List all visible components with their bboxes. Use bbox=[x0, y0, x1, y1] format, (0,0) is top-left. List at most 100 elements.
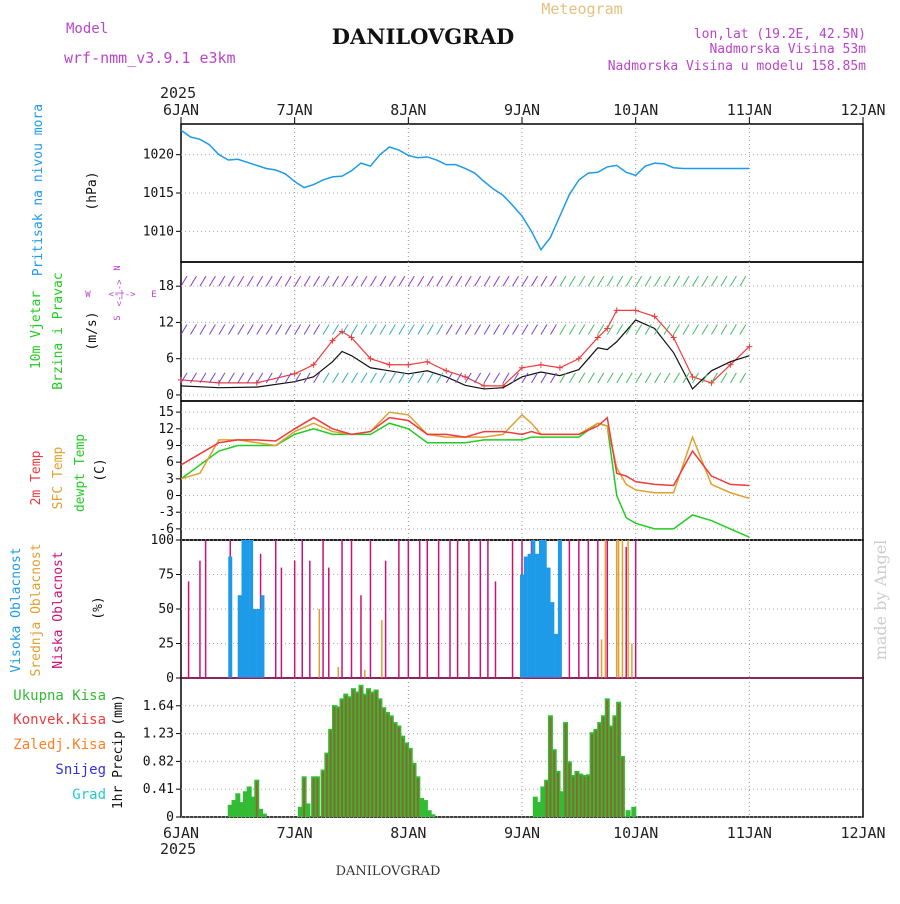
wind-barb bbox=[711, 372, 718, 384]
cloud-ylabel2: Srednja Oblacnost bbox=[29, 543, 44, 676]
wind-barb bbox=[190, 275, 197, 287]
wind-barb bbox=[426, 324, 434, 335]
date-tick-bottom: 9JAN bbox=[504, 824, 540, 842]
year-top: 2025 bbox=[160, 84, 196, 102]
wind-barb bbox=[218, 275, 226, 287]
wind-barb bbox=[654, 275, 662, 287]
wind-barb bbox=[208, 275, 216, 287]
wind-barb bbox=[370, 275, 377, 287]
wind-barb bbox=[701, 372, 709, 384]
dewpt-line bbox=[180, 422, 750, 538]
date-tick-top: 6JAN bbox=[163, 101, 199, 119]
high-cloud-bar bbox=[245, 540, 250, 678]
wind-barb bbox=[644, 275, 652, 287]
wind-barb bbox=[625, 275, 633, 287]
precip-bar bbox=[242, 791, 248, 817]
wind-barb bbox=[597, 372, 605, 384]
wind-barb bbox=[739, 372, 747, 384]
wind-gust-marker bbox=[746, 343, 753, 350]
precip-conv-bar bbox=[378, 700, 381, 817]
wind-barb bbox=[227, 275, 235, 287]
precip-bar bbox=[305, 803, 311, 817]
wind-barb bbox=[616, 324, 624, 335]
precip-conv-bar bbox=[549, 717, 552, 817]
wind-barb bbox=[502, 275, 510, 287]
wind-barb bbox=[578, 372, 586, 384]
high-cloud-bar bbox=[249, 540, 254, 678]
high-cloud-bar bbox=[256, 609, 261, 678]
wind-barb bbox=[635, 275, 643, 287]
wind-barb bbox=[692, 372, 699, 384]
precip-conv-bar bbox=[337, 708, 340, 817]
wind-gust-marker bbox=[613, 307, 620, 314]
precip-conv-bar bbox=[333, 707, 336, 817]
precip-conv-bar bbox=[572, 776, 575, 817]
wind-barb bbox=[549, 372, 557, 384]
y-tick-label: 50 bbox=[158, 602, 174, 617]
temp-ylabel2: SFC Temp bbox=[51, 447, 66, 510]
precip-bar bbox=[536, 802, 542, 817]
wind-barb bbox=[351, 372, 358, 384]
precip-bar bbox=[246, 786, 252, 817]
wind-barb bbox=[322, 372, 330, 384]
wind-barb bbox=[398, 372, 406, 384]
wind-barb bbox=[417, 324, 425, 335]
wind-barb bbox=[445, 275, 453, 287]
temp-units: (C) bbox=[93, 458, 108, 481]
wind-barb bbox=[445, 324, 453, 335]
y-tick-label: 0 bbox=[166, 671, 174, 686]
cloud-units: (%) bbox=[91, 596, 106, 619]
wind-barb bbox=[199, 372, 207, 384]
wind-barb bbox=[256, 372, 264, 384]
station-title: DANILOVGRAD bbox=[332, 24, 514, 49]
y-tick-label: 15 bbox=[158, 405, 174, 420]
elevation: Nadmorska Visina 53m bbox=[709, 42, 866, 57]
wind-barb bbox=[322, 324, 330, 335]
precip-conv-bar bbox=[606, 700, 609, 817]
wind-barb bbox=[549, 275, 557, 287]
wind-ylabel: 10m Vjetar bbox=[29, 291, 44, 369]
year-bottom: 2025 bbox=[160, 840, 196, 858]
wind-barb bbox=[692, 275, 699, 287]
wind-barb bbox=[256, 324, 264, 335]
model-label: Model bbox=[66, 21, 108, 37]
wind-barb bbox=[606, 372, 614, 384]
wind-gust-marker bbox=[310, 361, 317, 368]
wind-barb bbox=[284, 372, 292, 384]
pressure-units: (hPa) bbox=[85, 171, 100, 210]
wind-barb bbox=[559, 372, 567, 384]
wind-barb bbox=[531, 324, 538, 335]
high-cloud-bar bbox=[535, 553, 540, 678]
y-tick-label: 12 bbox=[158, 315, 174, 330]
legend-conv: Konvek.Kisa bbox=[13, 712, 106, 728]
wind-barb bbox=[275, 372, 283, 384]
precip-conv-bar bbox=[568, 763, 571, 817]
wind-barb bbox=[673, 275, 680, 287]
wind-gust-line bbox=[180, 309, 750, 387]
lonlat: lon,lat (19.2E, 42.5N) bbox=[694, 27, 866, 42]
wind-barb bbox=[464, 372, 472, 384]
y-tick-label: 1010 bbox=[143, 224, 174, 239]
compass-e: E bbox=[151, 290, 156, 300]
wind-barb bbox=[455, 275, 463, 287]
wind-barb bbox=[597, 275, 605, 287]
precip-conv-bar bbox=[312, 778, 315, 817]
precip-conv-bar bbox=[594, 730, 597, 817]
wind-barb bbox=[720, 372, 728, 384]
precip-conv-bar bbox=[303, 778, 306, 817]
wind-barb bbox=[474, 275, 482, 287]
wind-barb bbox=[199, 324, 207, 335]
wind-barb bbox=[246, 324, 254, 335]
high-cloud-bar bbox=[527, 553, 532, 678]
model-name: wrf-nmm_v3.9.1 e3km bbox=[64, 49, 236, 67]
precip-conv-bar bbox=[602, 717, 605, 817]
wind-barb bbox=[578, 275, 586, 287]
precip-conv-bar bbox=[397, 727, 400, 817]
wind-barb bbox=[587, 372, 595, 384]
y-tick-label: 1.64 bbox=[143, 699, 174, 714]
precip-bar bbox=[532, 796, 538, 817]
wind-barb bbox=[445, 372, 453, 384]
temp-ylabel: 2m Temp bbox=[29, 450, 44, 505]
wind-barb bbox=[455, 324, 463, 335]
wind-barb bbox=[644, 372, 652, 384]
